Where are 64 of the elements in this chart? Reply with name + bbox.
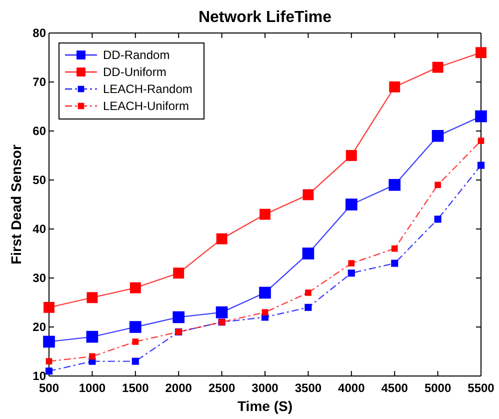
y-tick-label: 40 [32,222,46,236]
point [346,150,357,161]
x-tick-label: 2000 [165,381,192,396]
y-tick-label: 20 [32,320,46,334]
x-tick-label: 4500 [381,381,408,396]
point [45,368,53,375]
x-tick-label: 3500 [294,381,322,396]
point [304,304,312,311]
x-tick-label: 1000 [78,381,106,396]
y-axis-title: First Dead Sensor [8,144,24,264]
point [391,260,398,267]
point [216,306,228,318]
point [89,353,96,360]
point [86,292,98,304]
y-tick-label: 60 [32,124,46,138]
point [478,138,484,144]
point [305,290,312,296]
point [432,62,444,73]
point [129,321,142,333]
x-tick-label: 5000 [424,381,452,396]
y-tick-label: 50 [32,172,46,187]
point [132,338,139,345]
legend-label: LEACH-Uniform [103,99,190,113]
point [132,358,139,365]
point [259,286,271,299]
y-tick-label: 80 [32,26,46,40]
point [348,260,355,266]
x-tick-label: 2500 [208,381,236,396]
y-tick-label: 30 [32,270,46,285]
point [432,130,444,142]
point [476,47,486,58]
point [389,81,400,92]
point [262,309,268,316]
y-tick-label: 10 [32,368,46,383]
legend-label: DD-Uniform [103,65,166,79]
point [86,330,98,343]
point [302,248,314,260]
x-tick-label: 3000 [252,381,279,396]
point [44,302,54,313]
point [391,245,398,252]
point [130,282,141,294]
legend-label: DD-Random [103,48,170,62]
x-tick-label: 1500 [122,381,150,396]
point [475,110,487,122]
point [260,208,270,220]
chart-title: Network LifeTime [198,9,332,26]
x-tick-label: 5500 [468,381,495,396]
point [216,233,228,244]
point [345,198,358,210]
point [434,216,442,223]
point [43,336,55,348]
point [434,182,441,188]
x-tick-label: 4000 [338,381,366,396]
x-tick-label: 500 [38,381,60,396]
point [302,189,314,200]
point [348,270,355,277]
point [46,358,52,364]
x-axis-title: Time (S) [238,398,292,414]
point [173,268,184,279]
y-tick-label: 70 [32,74,46,89]
legend-label: LEACH-Random [103,82,192,96]
point [172,311,185,324]
point [477,162,485,169]
point [388,178,401,191]
